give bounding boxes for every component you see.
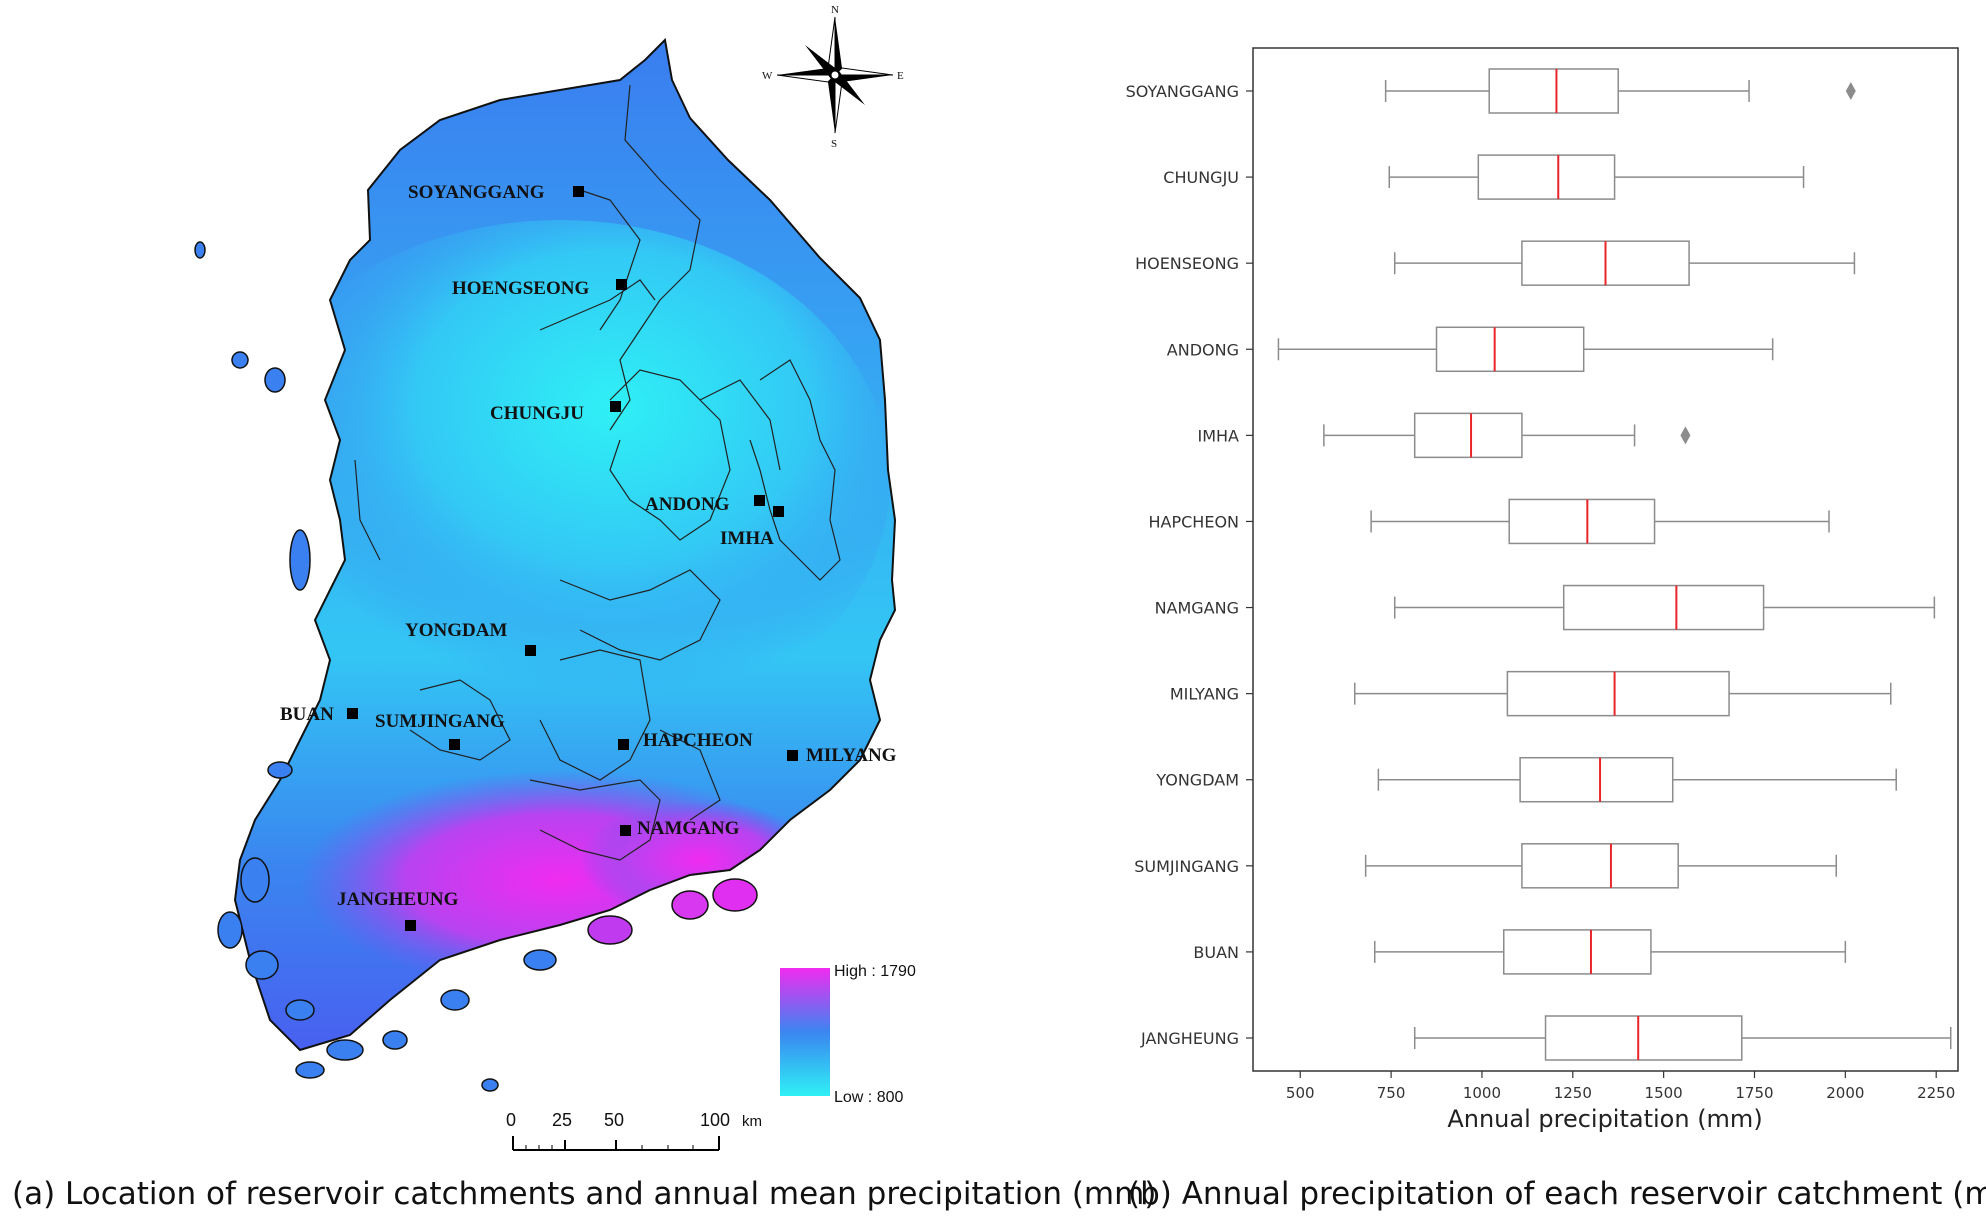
svg-text:50: 50 bbox=[604, 1110, 624, 1130]
svg-text:E: E bbox=[897, 70, 904, 82]
box-milyang bbox=[1354, 670, 1892, 717]
category-label: JANGHEUNG bbox=[1140, 1029, 1239, 1048]
iqr-box bbox=[1519, 756, 1674, 803]
reservoir-sumjingang[interactable]: SUMJINGANG bbox=[375, 711, 505, 750]
legend-low-label: Low : 800 bbox=[834, 1089, 903, 1106]
category-label: HOENSEONG bbox=[1135, 254, 1239, 273]
map-caption: (a) Location of reservoir catchments and… bbox=[12, 1176, 1157, 1212]
svg-text:100: 100 bbox=[700, 1110, 730, 1130]
outlier-point bbox=[1845, 82, 1856, 100]
svg-text:S: S bbox=[831, 138, 837, 150]
svg-text:SUMJINGANG: SUMJINGANG bbox=[375, 711, 505, 732]
svg-text:SOYANGGANG: SOYANGGANG bbox=[408, 182, 545, 203]
compass-rose-icon: N S E W bbox=[762, 4, 904, 150]
svg-text:JANGHEUNG: JANGHEUNG bbox=[337, 889, 459, 910]
svg-text:IMHA: IMHA bbox=[720, 528, 774, 549]
y-axis-categories: SOYANGGANG CHUNGJU HOENSEONG ANDONG IMHA HAPC… bbox=[1126, 82, 1253, 1048]
box-yongdam bbox=[1377, 756, 1897, 803]
svg-text:ANDONG: ANDONG bbox=[645, 494, 730, 515]
svg-text:MILYANG: MILYANG bbox=[806, 745, 897, 766]
precipitation-map: SOYANGGANG HOENGSEONG CHUNGJU ANDONG IMH… bbox=[194, 4, 916, 1151]
category-label: SOYANGGANG bbox=[1126, 82, 1239, 101]
box-buan bbox=[1373, 929, 1847, 975]
iqr-box bbox=[1562, 584, 1765, 631]
scale-bar: 0 25 50 100 km bbox=[506, 1110, 762, 1151]
svg-text:YONGDAM: YONGDAM bbox=[405, 620, 507, 641]
reservoir-namgang[interactable]: NAMGANG bbox=[620, 818, 740, 839]
x-tick-label: 1500 bbox=[1645, 1084, 1683, 1102]
reservoir-andong[interactable]: ANDONG bbox=[645, 494, 765, 515]
outlier-point bbox=[1680, 426, 1691, 445]
reservoir-hapcheon[interactable]: HAPCHEON bbox=[618, 730, 753, 751]
reservoir-milyang[interactable]: MILYANG bbox=[787, 745, 897, 766]
reservoir-soyanggang[interactable]: SOYANGGANG bbox=[408, 182, 584, 203]
iqr-box bbox=[1435, 326, 1585, 373]
box-soyanggang bbox=[1384, 68, 1856, 114]
reservoir-buan[interactable]: BUAN bbox=[280, 704, 358, 725]
reservoir-yongdam[interactable]: YONGDAM bbox=[405, 620, 536, 656]
islands bbox=[194, 241, 758, 1092]
category-label: CHUNGJU bbox=[1163, 168, 1239, 187]
x-axis-title: Annual precipitation (mm) bbox=[1447, 1105, 1762, 1133]
box-hoenseong bbox=[1393, 240, 1856, 286]
svg-text:HOENGSEONG: HOENGSEONG bbox=[452, 278, 589, 299]
x-tick-label: 750 bbox=[1377, 1084, 1406, 1102]
boxplot-panel: 500 750 1000 1250 1500 1750 2000 2250 SOYANGGAN… bbox=[1080, 0, 1986, 1180]
x-axis-ticks: 500 750 1000 1250 1500 1750 2000 2250 bbox=[1286, 1071, 1955, 1102]
category-label: ANDONG bbox=[1167, 340, 1239, 359]
reservoir-chungju[interactable]: CHUNGJU bbox=[490, 401, 621, 424]
reservoir-jangheung[interactable]: JANGHEUNG bbox=[337, 889, 459, 931]
svg-text:km: km bbox=[742, 1113, 762, 1130]
legend-color-ramp bbox=[780, 968, 830, 1096]
category-label: YONGDAM bbox=[1155, 771, 1239, 790]
svg-text:25: 25 bbox=[552, 1110, 572, 1130]
iqr-box bbox=[1544, 1015, 1743, 1061]
box-hapcheon bbox=[1370, 498, 1830, 545]
x-tick-label: 2250 bbox=[1917, 1084, 1955, 1102]
x-tick-label: 500 bbox=[1286, 1084, 1315, 1102]
category-label: IMHA bbox=[1198, 426, 1240, 445]
x-tick-label: 2000 bbox=[1826, 1084, 1864, 1102]
reservoir-imha[interactable]: IMHA bbox=[720, 506, 784, 549]
iqr-box bbox=[1477, 154, 1616, 200]
box-imha bbox=[1323, 412, 1691, 459]
category-label: SUMJINGANG bbox=[1134, 857, 1239, 876]
legend-high-label: High : 1790 bbox=[834, 963, 916, 980]
svg-text:NAMGANG: NAMGANG bbox=[637, 818, 740, 839]
category-label: HAPCHEON bbox=[1149, 512, 1240, 531]
category-label: MILYANG bbox=[1170, 685, 1239, 704]
category-label: NAMGANG bbox=[1155, 599, 1239, 618]
box-namgang bbox=[1393, 584, 1936, 631]
x-tick-label: 1750 bbox=[1735, 1084, 1773, 1102]
chart-caption: (b) Annual precipitation of each reservo… bbox=[1128, 1176, 1986, 1212]
x-tick-label: 1250 bbox=[1554, 1084, 1592, 1102]
box-sumjingang bbox=[1364, 843, 1838, 889]
svg-text:BUAN: BUAN bbox=[280, 704, 334, 725]
x-tick-label: 1000 bbox=[1463, 1084, 1501, 1102]
category-label: BUAN bbox=[1193, 943, 1239, 962]
reservoir-hoengseong[interactable]: HOENGSEONG bbox=[452, 278, 627, 299]
svg-text:N: N bbox=[831, 4, 839, 16]
iqr-box bbox=[1508, 498, 1656, 545]
svg-text:CHUNGJU: CHUNGJU bbox=[490, 403, 584, 424]
svg-text:W: W bbox=[762, 70, 773, 82]
iqr-box bbox=[1488, 68, 1619, 114]
precipitation-map-panel: SOYANGGANG HOENGSEONG CHUNGJU ANDONG IMH… bbox=[0, 0, 1000, 1180]
coastline bbox=[233, 37, 897, 1052]
catchment-boundaries bbox=[354, 84, 841, 861]
iqr-box bbox=[1506, 670, 1730, 717]
reservoir-markers: SOYANGGANG HOENGSEONG CHUNGJU ANDONG IMH… bbox=[280, 182, 897, 931]
plot-frame bbox=[1252, 47, 1959, 1072]
map-legend: High : 1790 Low : 800 bbox=[780, 963, 916, 1106]
iqr-box bbox=[1521, 843, 1679, 889]
box-jangheung bbox=[1413, 1015, 1952, 1061]
boxplot-chart: 500 750 1000 1250 1500 1750 2000 2250 SOYANGGAN… bbox=[1126, 47, 1959, 1133]
box-andong bbox=[1277, 326, 1774, 373]
iqr-box bbox=[1502, 929, 1652, 975]
boxes-layer bbox=[1277, 68, 1952, 1061]
svg-text:0: 0 bbox=[506, 1110, 516, 1130]
iqr-box bbox=[1413, 412, 1523, 459]
box-chungju bbox=[1388, 154, 1805, 200]
svg-text:HAPCHEON: HAPCHEON bbox=[643, 730, 753, 751]
